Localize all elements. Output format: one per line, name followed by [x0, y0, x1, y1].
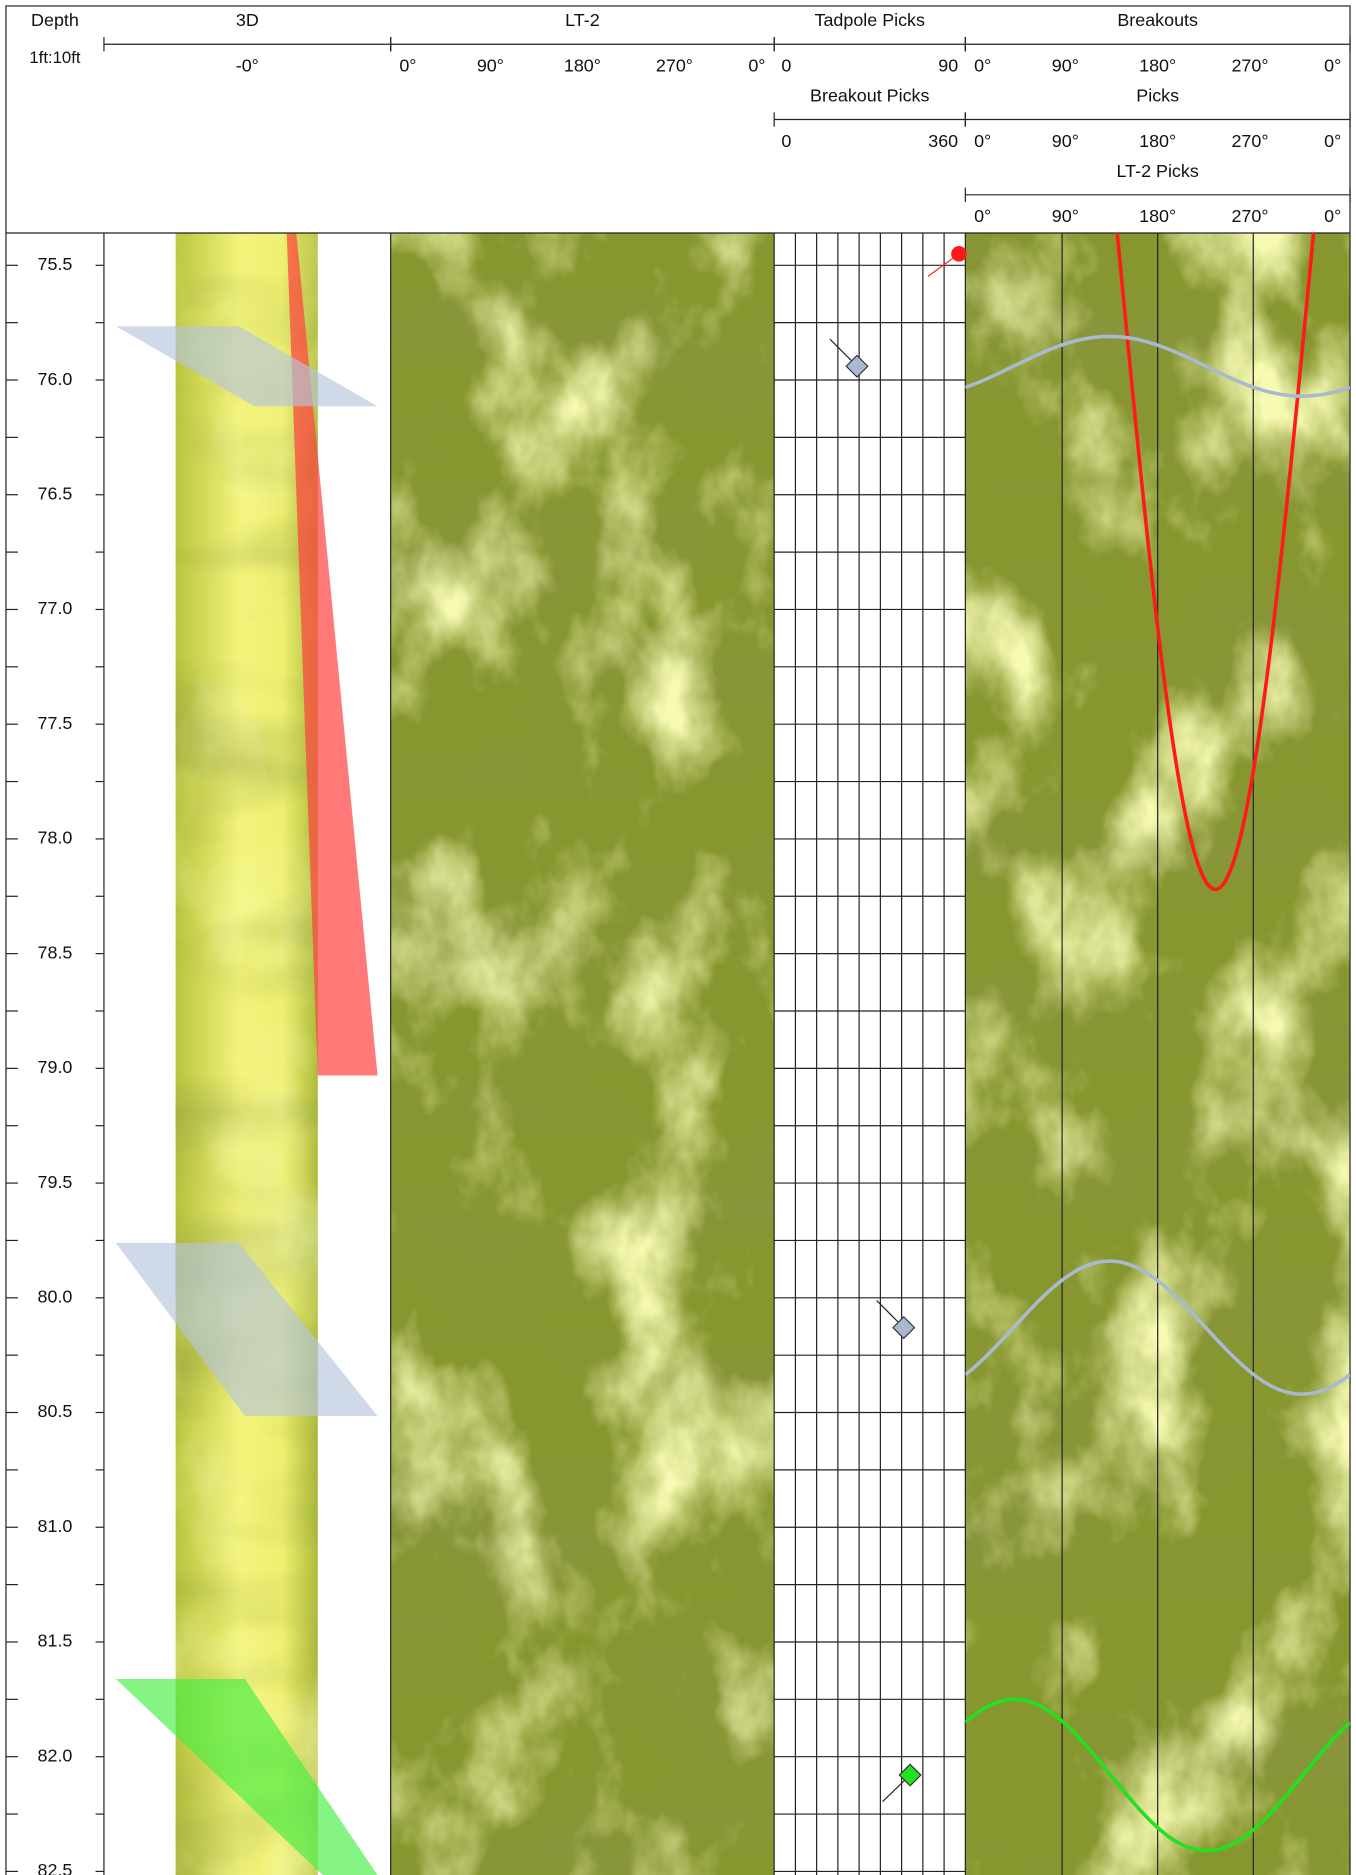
lt2-texture: [390, 233, 775, 1875]
scale-label: 0°: [1324, 206, 1341, 226]
scale-title: Tadpole Picks: [815, 10, 926, 30]
depth-label: 81.0: [38, 1516, 73, 1536]
body-layer: 75.5 76.0 76.5 77.0 77.5 78.0 78.5 79.0 79.5 80.0…: [5, 233, 967, 1875]
planes-3d: [115, 233, 378, 1875]
outer-border: [5, 5, 1351, 1875]
pick-sinusoid: [965, 1697, 1351, 1853]
depth-label: 81.5: [38, 1631, 73, 1651]
scale-label: 0°: [974, 206, 991, 226]
scale-label: 270°: [1231, 131, 1268, 151]
plane-3d: [115, 1242, 378, 1417]
depth-label: 82.0: [38, 1745, 73, 1765]
scale-label: 0°: [974, 131, 991, 151]
depth-label: 78.0: [38, 828, 73, 848]
scale-title: LT-2 Picks: [1117, 161, 1199, 181]
tadpole: [892, 1316, 916, 1340]
depth-label: 77.5: [38, 713, 73, 733]
scale-title: Breakouts: [1117, 10, 1198, 30]
scale-label: 90°: [1052, 56, 1079, 76]
tadpole: [845, 354, 869, 378]
scale-label: 0°: [399, 56, 416, 76]
scale-label: 270°: [1231, 206, 1268, 226]
depth-label: 76.5: [38, 483, 73, 503]
depth-label: 80.0: [38, 1287, 73, 1307]
depth-label: 78.5: [38, 942, 73, 962]
tadpole: [898, 1763, 922, 1787]
depth-title: Depth: [31, 10, 79, 30]
scale-label: 270°: [1231, 56, 1268, 76]
scale-label: 90: [938, 56, 958, 76]
depth-label: 80.5: [38, 1401, 73, 1421]
scale-title: 3D: [236, 10, 259, 30]
depth-label: 82.5: [38, 1860, 73, 1875]
scale-label: 180°: [564, 56, 601, 76]
frame: [5, 5, 1351, 1875]
tadpole: [951, 246, 967, 262]
scale-label: 90°: [477, 56, 504, 76]
scale-label: 270°: [656, 56, 693, 76]
depth-label: 77.0: [38, 598, 73, 618]
depth-label: 75.5: [38, 254, 73, 274]
scale-label: 90°: [1052, 131, 1079, 151]
scale-title: Picks: [1136, 86, 1179, 106]
pick-sinusoid: [1115, 233, 1316, 892]
depth-scale: 1ft:10ft: [29, 48, 80, 67]
scale-title: Breakout Picks: [810, 86, 929, 106]
scale-label: 180°: [1139, 131, 1176, 151]
pick-sinusoid: [965, 1259, 1351, 1396]
core-texture: [175, 233, 318, 1875]
depth-label: 79.0: [38, 1057, 73, 1077]
scale-label: 0°: [748, 56, 765, 76]
depth-label: 79.5: [38, 1172, 73, 1192]
plane-3d: [115, 326, 378, 407]
scale-title: LT-2: [565, 10, 600, 30]
scale-label: 0: [781, 131, 791, 151]
plane-3d: [115, 1679, 378, 1875]
depth-label: 76.0: [38, 369, 73, 389]
scale-label: -0°: [236, 56, 259, 76]
scale-label: 0°: [1324, 131, 1341, 151]
pick-sinusoid: [965, 334, 1351, 398]
scale-label: 0°: [1324, 56, 1341, 76]
scale-label: 360: [928, 131, 958, 151]
scale-label: 180°: [1139, 56, 1176, 76]
scale-label: 0°: [974, 56, 991, 76]
scale-label: 0: [781, 56, 791, 76]
scale-label: 180°: [1139, 206, 1176, 226]
plane-3d: [286, 233, 378, 1076]
pick-sinusoids: [965, 233, 1351, 1853]
scale-label: 90°: [1052, 206, 1079, 226]
